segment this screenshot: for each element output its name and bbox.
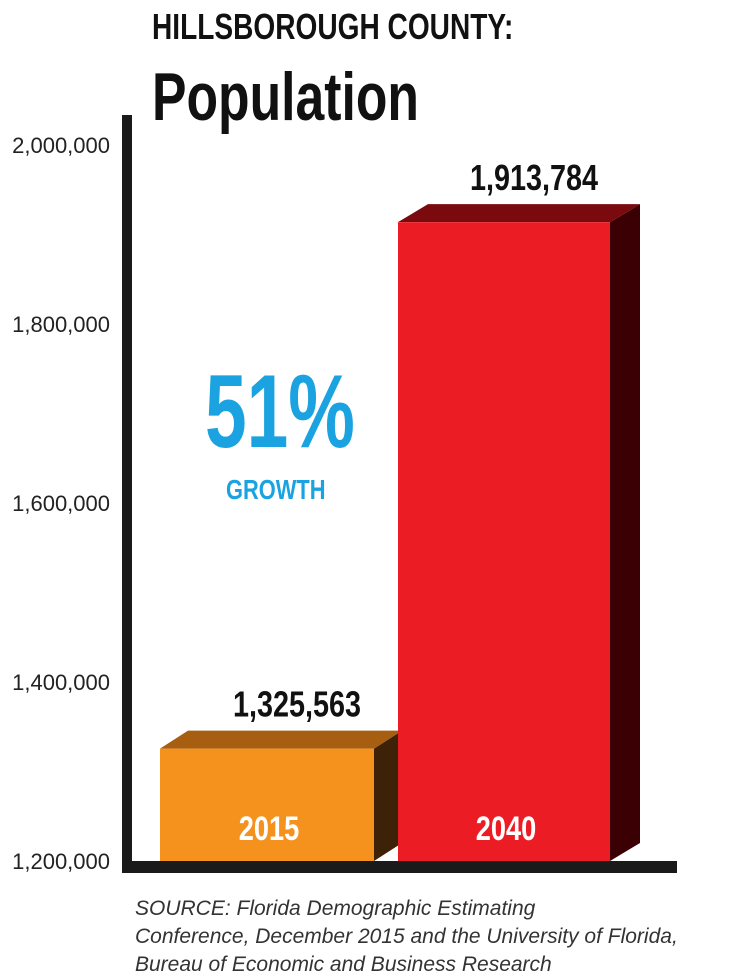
source-line: SOURCE: Florida Demographic Estimating xyxy=(135,897,536,920)
bar-labels: 1,325,563 2015 1,913,784 2040 xyxy=(233,157,598,848)
chart-subtitle: Population xyxy=(152,59,419,135)
y-axis-line xyxy=(122,115,132,873)
bar-value-label: 1,325,563 xyxy=(233,683,361,724)
bar-value-label: 1,913,784 xyxy=(470,157,598,198)
y-tick-label: 1,600,000 xyxy=(12,491,110,516)
growth-percent: 51% xyxy=(205,354,355,470)
source-line: Bureau of Economic and Business Research xyxy=(135,953,552,976)
source-note: SOURCE: Florida Demographic Estimating C… xyxy=(135,895,725,979)
bars xyxy=(160,204,640,861)
axes xyxy=(122,115,677,873)
bar-category-label: 2040 xyxy=(476,809,536,848)
y-tick-label: 1,200,000 xyxy=(12,849,110,874)
y-axis-ticks: 1,200,000 1,400,000 1,600,000 1,800,000 2,00… xyxy=(12,133,110,874)
chart-title: HILLSBOROUGH COUNTY: xyxy=(152,6,514,47)
y-tick-label: 1,400,000 xyxy=(12,670,110,695)
x-axis-line xyxy=(122,861,677,873)
bar-2015 xyxy=(160,748,374,861)
bar-side-face xyxy=(374,730,402,861)
y-tick-label: 1,800,000 xyxy=(12,312,110,337)
source-line: Conference, December 2015 and the Univer… xyxy=(135,925,678,948)
bar-top-face xyxy=(160,730,402,749)
growth-label: GROWTH xyxy=(226,474,326,505)
y-tick-label: 2,000,000 xyxy=(12,133,110,158)
bar-side-face xyxy=(610,204,640,861)
bar-top-face xyxy=(398,204,640,223)
bar-2040 xyxy=(398,222,610,861)
bar-category-label: 2015 xyxy=(239,809,299,848)
